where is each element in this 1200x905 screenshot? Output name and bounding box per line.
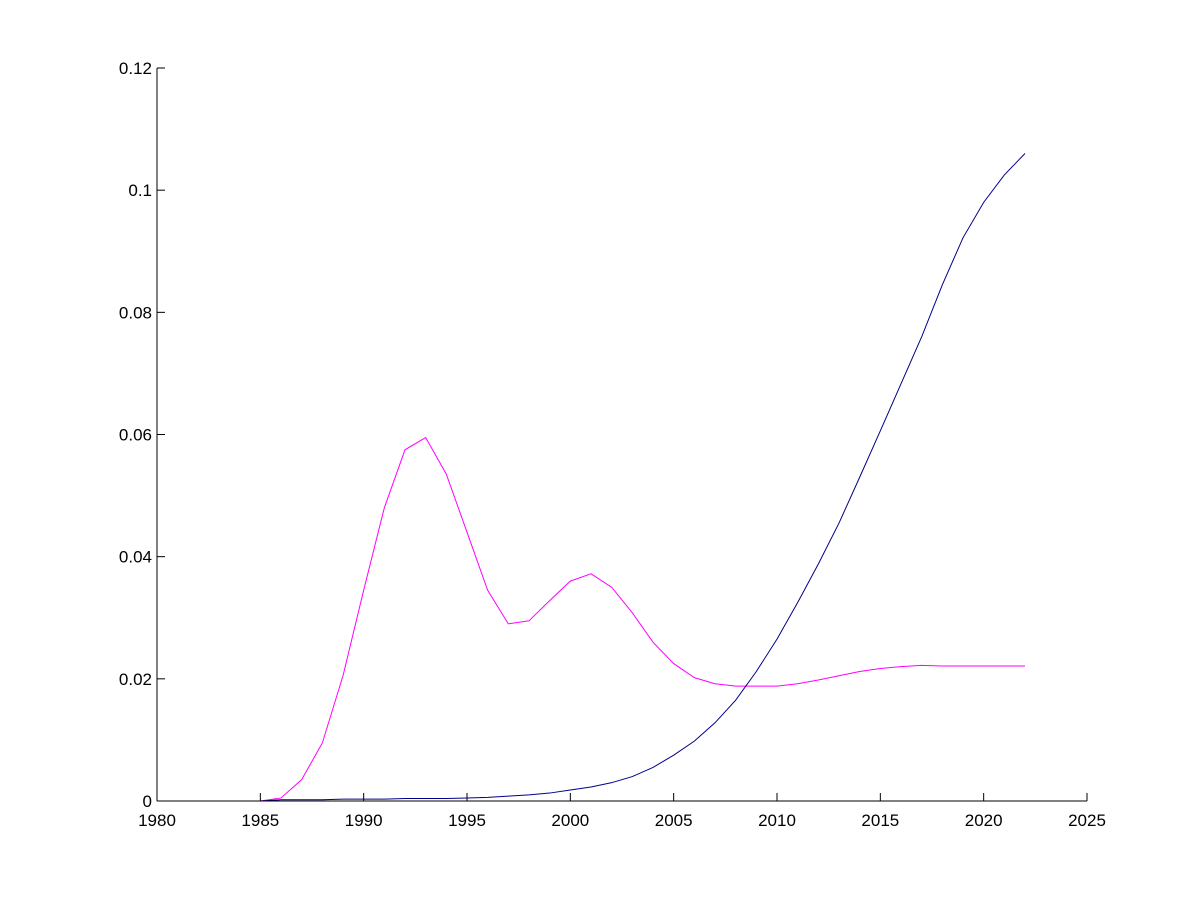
x-tick-label: 1980 bbox=[138, 811, 176, 830]
x-tick-label: 2005 bbox=[655, 811, 693, 830]
x-tick-label: 1990 bbox=[345, 811, 383, 830]
series-layer bbox=[157, 153, 1026, 802]
y-tick-label: 0.1 bbox=[128, 181, 152, 200]
x-tick-label: 2010 bbox=[758, 811, 796, 830]
y-tick-label: 0.08 bbox=[119, 303, 152, 322]
x-tick-label: 2020 bbox=[965, 811, 1003, 830]
y-tick-label: 0.04 bbox=[119, 548, 152, 567]
x-tick-label: 1985 bbox=[241, 811, 279, 830]
x-tick-label: 2000 bbox=[551, 811, 589, 830]
x-tick-label: 2015 bbox=[861, 811, 899, 830]
series-line-1 bbox=[157, 153, 1026, 802]
y-tick-label: 0.06 bbox=[119, 426, 152, 445]
y-tick-label: 0.12 bbox=[119, 59, 152, 78]
axes-layer: 1980 1985 1990 1995 2000 2005 2010 2015 2020 2025… bbox=[119, 59, 1106, 830]
x-tick-label: 2025 bbox=[1068, 811, 1106, 830]
series-line-0 bbox=[157, 436, 1025, 802]
y-tick-label: 0 bbox=[143, 792, 152, 811]
y-tick-label: 0.02 bbox=[119, 670, 152, 689]
x-tick-label: 1995 bbox=[448, 811, 486, 830]
